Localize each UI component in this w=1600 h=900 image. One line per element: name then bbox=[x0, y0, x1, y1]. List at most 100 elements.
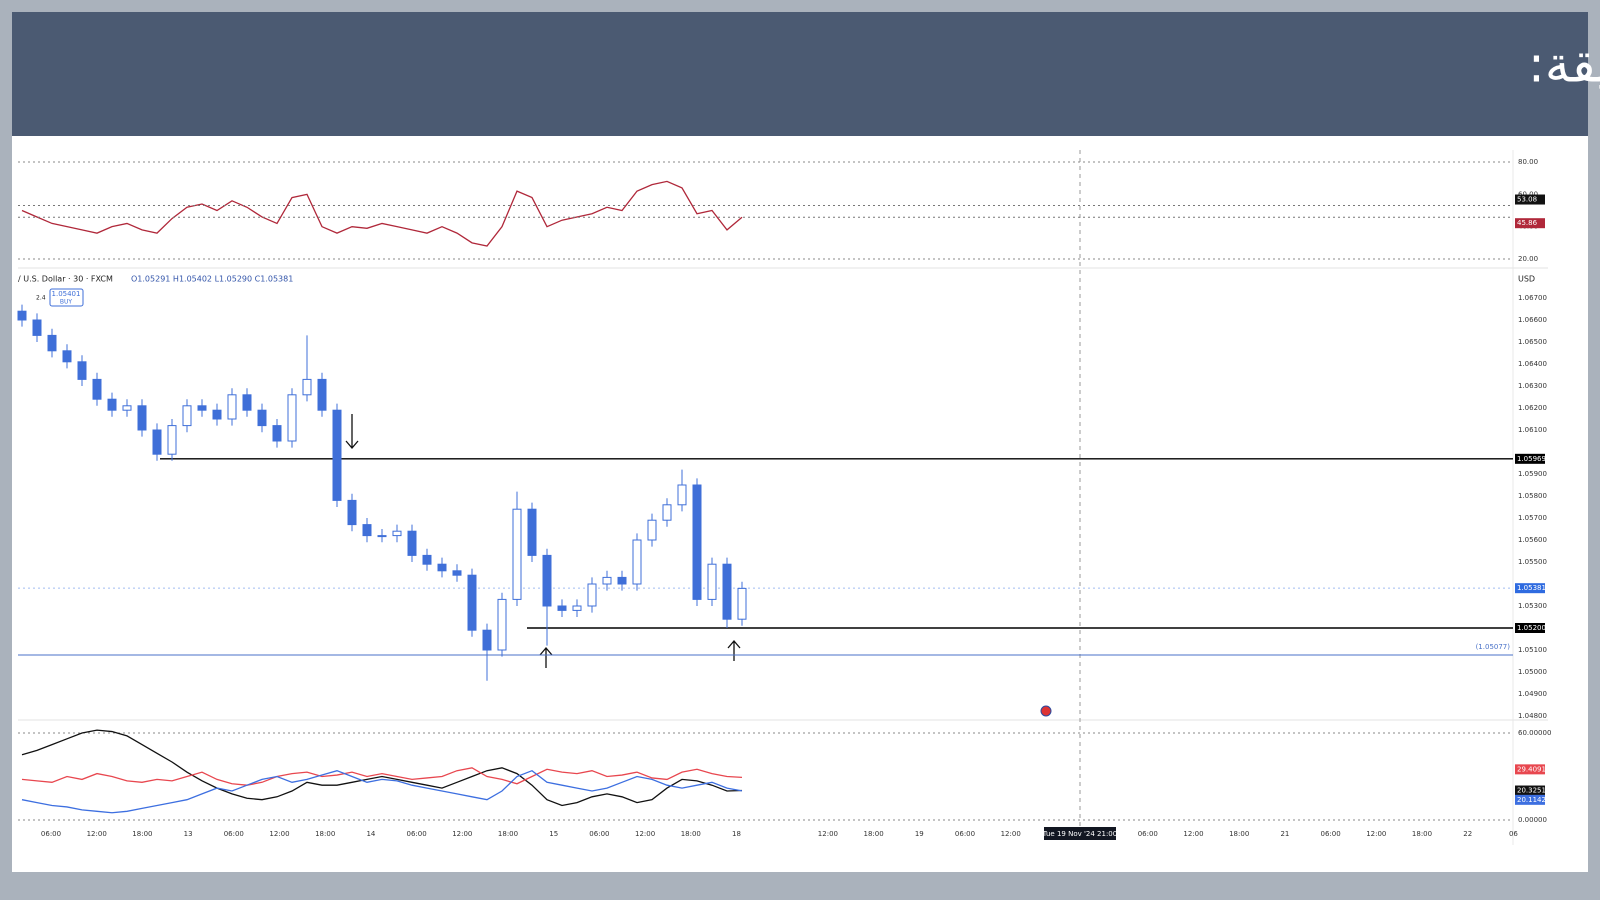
x-tick-label: 18:00 bbox=[315, 830, 335, 838]
y-tick-label: 1.05100 bbox=[1518, 646, 1547, 654]
price-badge bbox=[1515, 785, 1545, 796]
price-badge bbox=[1515, 453, 1545, 464]
price-badge-label: 45.86 bbox=[1517, 219, 1538, 227]
y-tick-label: 60.00 bbox=[1518, 190, 1538, 198]
candle-body bbox=[167, 425, 177, 455]
y-tick-label: 1.05900 bbox=[1518, 470, 1547, 478]
candle-body bbox=[512, 508, 522, 600]
ohlc-label: O1.05291 H1.05402 L1.05290 C1.05381 bbox=[131, 275, 293, 284]
candle-body bbox=[47, 334, 57, 352]
y-tick-label: 1.06100 bbox=[1518, 426, 1547, 434]
x-tick-label: 18:00 bbox=[1229, 830, 1249, 838]
title-bar bbox=[12, 12, 1588, 136]
x-tick-label: 12:00 bbox=[1183, 830, 1203, 838]
buy-price[interactable]: 1.05401 bbox=[52, 290, 81, 298]
buy-button[interactable] bbox=[49, 288, 84, 307]
level-label: (1.05077) bbox=[1476, 643, 1511, 651]
indicator-line bbox=[21, 767, 743, 786]
candle-body bbox=[107, 398, 117, 411]
crosshair-label: Tue 19 Nov '24 21:00 bbox=[1042, 830, 1117, 838]
candle-body bbox=[647, 519, 657, 541]
crosshair-badge bbox=[1044, 827, 1116, 840]
x-tick-label: 12:00 bbox=[818, 830, 838, 838]
x-tick-label: 12:00 bbox=[1001, 830, 1021, 838]
arrows bbox=[345, 414, 741, 668]
x-tick-label: 06:00 bbox=[41, 830, 61, 838]
candle-body bbox=[77, 361, 87, 380]
y-tick-label: 1.05300 bbox=[1518, 602, 1547, 610]
candle-body bbox=[257, 409, 267, 427]
x-tick-label: 22 bbox=[1463, 830, 1472, 838]
candle-body bbox=[392, 530, 402, 537]
indicator-line bbox=[21, 729, 743, 807]
y-tick-label: 1.05800 bbox=[1518, 492, 1547, 500]
candle-body bbox=[332, 409, 342, 501]
currency: USD bbox=[1518, 275, 1535, 284]
price-badge-label: 20.11423 bbox=[1517, 796, 1550, 804]
candle-body bbox=[407, 530, 417, 556]
candle-body bbox=[272, 425, 282, 442]
x-tick-label: 21 bbox=[1280, 830, 1289, 838]
price-badge bbox=[1515, 794, 1545, 805]
x-tick-label: 06:00 bbox=[407, 830, 427, 838]
price-badge-label: 29.40917 bbox=[1517, 765, 1550, 773]
y-tick-label: 1.05600 bbox=[1518, 536, 1547, 544]
candle-body bbox=[227, 394, 237, 420]
x-tick-label: 06 bbox=[1509, 830, 1518, 838]
candle-body bbox=[32, 319, 42, 336]
x-tick-label: 18:00 bbox=[132, 830, 152, 838]
candle-body bbox=[737, 587, 747, 620]
candle-body bbox=[122, 405, 132, 411]
candle-body bbox=[572, 605, 582, 611]
candle-body bbox=[707, 563, 717, 600]
indicator-line bbox=[21, 769, 743, 814]
x-tick-label: 12:00 bbox=[635, 830, 655, 838]
x-tick-label: 06:00 bbox=[1138, 830, 1158, 838]
chart-panel bbox=[12, 136, 1588, 872]
candle-body bbox=[347, 499, 357, 526]
x-tick-label: 19 bbox=[915, 830, 924, 838]
y-tick-label: 1.06300 bbox=[1518, 382, 1547, 390]
candle-body bbox=[212, 409, 222, 420]
buy-label[interactable]: BUY bbox=[60, 299, 73, 306]
y-tick-label: 1.04900 bbox=[1518, 690, 1547, 698]
x-tick-label: 12:00 bbox=[452, 830, 472, 838]
candle-body bbox=[587, 583, 597, 607]
candle-body bbox=[632, 539, 642, 585]
x-tick-label: 18:00 bbox=[681, 830, 701, 838]
price-badge bbox=[1515, 623, 1545, 633]
candle-body bbox=[557, 605, 567, 611]
x-tick-label: 18:00 bbox=[498, 830, 518, 838]
candle-body bbox=[482, 629, 492, 651]
x-tick-label: 06:00 bbox=[955, 830, 975, 838]
y-tick-label: 1.06600 bbox=[1518, 316, 1547, 324]
candle-body bbox=[497, 598, 507, 651]
x-tick-label: 06:00 bbox=[1321, 830, 1341, 838]
arrow-up bbox=[727, 640, 741, 661]
price-badge-label: 20.32512 bbox=[1517, 787, 1550, 795]
price-badge-label: 1.05969 bbox=[1517, 455, 1546, 463]
candle-body bbox=[242, 394, 252, 411]
candle-body bbox=[617, 576, 627, 585]
x-tick-label: 06:00 bbox=[589, 830, 609, 838]
x-tick-label: 12:00 bbox=[87, 830, 107, 838]
candle-body bbox=[527, 508, 537, 556]
candle-body bbox=[197, 405, 207, 411]
y-tick-label: 1.06200 bbox=[1518, 404, 1547, 412]
y-tick-label: 20.00 bbox=[1518, 255, 1538, 263]
x-tick-label: 18:00 bbox=[1412, 830, 1432, 838]
event-flag[interactable] bbox=[1040, 705, 1052, 717]
candle-body bbox=[92, 378, 102, 400]
price-badge bbox=[1515, 583, 1545, 594]
symbol-label: / U.S. Dollar · 30 · FXCM bbox=[18, 275, 113, 284]
y-tick-label: 1.06400 bbox=[1518, 360, 1547, 368]
y-tick-label: 1.06500 bbox=[1518, 338, 1547, 346]
spread: 2.4 bbox=[36, 295, 46, 302]
candle-body bbox=[437, 563, 447, 572]
candle-body bbox=[377, 535, 387, 538]
y-tick-label: 1.05000 bbox=[1518, 668, 1547, 676]
candle-body bbox=[542, 554, 552, 607]
candle-body bbox=[452, 570, 462, 576]
y-tick-label: 1.05500 bbox=[1518, 558, 1547, 566]
candle-body bbox=[62, 350, 72, 363]
